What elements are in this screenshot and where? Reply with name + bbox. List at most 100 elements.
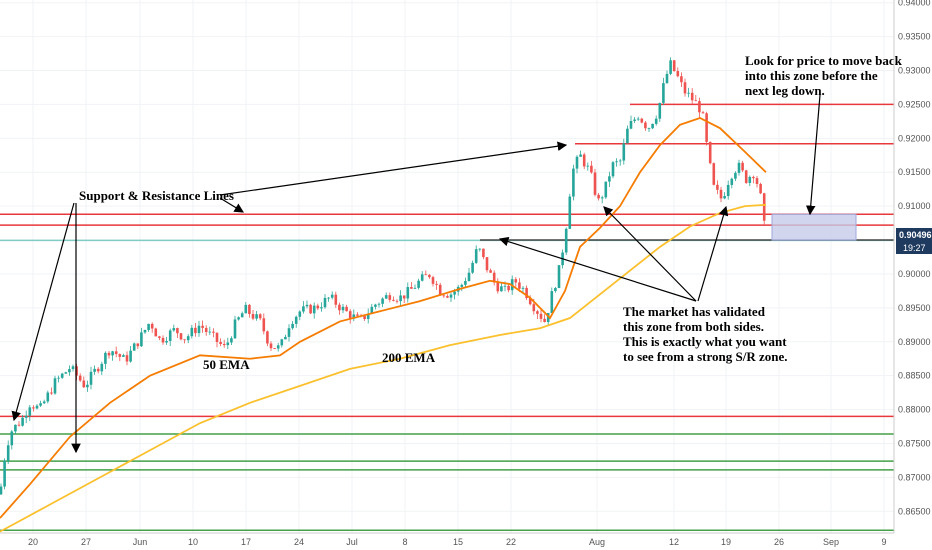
candle-body — [24, 415, 28, 418]
y-tick-label: 0.87500 — [898, 438, 931, 448]
y-axis-ticks: 0.86500 0.87000 0.87500 0.88000 0.88500 0.890… — [898, 0, 931, 516]
y-tick-label: 0.89500 — [898, 303, 931, 313]
candle-body — [363, 316, 366, 320]
candle-body — [374, 304, 377, 307]
annotation-labels: Support & Resistance Lines 50 EMA 200 EM… — [79, 53, 903, 372]
arrow-validated-2 — [603, 206, 697, 302]
candle-body — [327, 297, 330, 299]
candle-body — [618, 160, 622, 162]
candle-body — [431, 277, 435, 284]
candle-body — [658, 102, 662, 119]
candle-body — [514, 279, 518, 283]
y-tick-label: 0.86500 — [898, 506, 931, 516]
candle-body — [294, 316, 298, 324]
candle-body — [503, 285, 507, 287]
candle-body — [186, 336, 190, 341]
candle-body — [759, 183, 762, 194]
candle-body — [82, 380, 86, 388]
current-price-label: 0.90496 — [899, 230, 932, 240]
candle-body — [464, 281, 467, 285]
candle-body — [6, 445, 10, 461]
candle-body — [428, 274, 431, 278]
candle-body — [258, 314, 262, 319]
candle-body — [57, 377, 60, 379]
candle-body — [136, 343, 140, 347]
candle-body — [453, 291, 456, 295]
candle-body — [420, 274, 424, 281]
x-tick-label: 8 — [402, 537, 407, 547]
candle-body — [302, 306, 305, 312]
x-axis-ticks: 20 27 Jun 10 17 24 Jul 8 15 22 Aug 12 19 26 Sep 9 — [28, 537, 887, 547]
candle-body — [183, 339, 186, 341]
candle-body — [734, 172, 737, 179]
lookfor-label-line2: into this zone before the — [745, 68, 878, 83]
validated-label-line2: this zone from both sides. — [623, 319, 764, 334]
candle-body — [719, 189, 723, 199]
candle-body — [496, 282, 500, 292]
axes — [0, 0, 895, 534]
candle-body — [611, 162, 615, 177]
candle-body — [402, 295, 406, 299]
x-tick-label: 26 — [774, 537, 784, 547]
candle-body — [215, 332, 219, 342]
candle-body — [158, 336, 161, 338]
candle-body — [269, 343, 273, 349]
x-tick-label: Sep — [823, 537, 839, 547]
candle-body — [647, 128, 651, 130]
grid — [0, 0, 894, 533]
candle-body — [140, 332, 143, 347]
candle-body — [104, 352, 107, 364]
candle-body — [518, 282, 521, 289]
candle-body — [150, 323, 154, 329]
candle-body — [446, 296, 449, 298]
candle-body — [320, 307, 323, 309]
candle-body — [406, 287, 410, 299]
candle-body — [460, 284, 464, 287]
candle-body — [622, 143, 626, 161]
y-tick-label: 0.93000 — [898, 66, 931, 76]
candle-body — [741, 162, 744, 171]
candle-body — [60, 373, 64, 378]
candle-body — [568, 196, 572, 229]
candle-body — [107, 352, 111, 356]
candle-body — [694, 100, 698, 102]
candle-body — [35, 405, 39, 409]
candle-body — [276, 345, 280, 349]
y-tick-label: 0.90000 — [898, 269, 931, 279]
arrow-sr-to-top — [219, 141, 568, 196]
candle-body — [410, 287, 413, 289]
candle-body — [17, 424, 21, 426]
candle-body — [485, 257, 489, 271]
candle-body — [53, 378, 57, 394]
candle-body — [309, 304, 312, 314]
candle-body — [564, 228, 568, 253]
candle-body — [626, 128, 629, 144]
candle-body — [143, 329, 147, 333]
candle-body — [690, 92, 694, 101]
candle-body — [161, 337, 165, 343]
arrow-sr-to-left — [11, 202, 75, 422]
ema200-label: 200 EMA — [382, 350, 436, 365]
candle-body — [449, 294, 453, 298]
candle-body — [730, 178, 734, 185]
ema-50-line — [0, 117, 767, 519]
candle-body — [114, 351, 118, 355]
candle-body — [230, 338, 233, 343]
candle-body — [68, 369, 71, 373]
candle-body — [582, 154, 586, 167]
arrow-validated-1 — [498, 236, 697, 302]
candle-body — [201, 325, 204, 328]
candle-body — [532, 304, 536, 312]
candle-body — [737, 162, 741, 173]
candle-body — [435, 283, 438, 285]
candle-body — [287, 328, 291, 337]
candle-body — [32, 407, 35, 409]
candle-body — [348, 311, 352, 319]
candle-body — [330, 294, 334, 298]
x-tick-label: 9 — [881, 537, 886, 547]
candle-body — [255, 314, 258, 319]
candle-body — [190, 327, 194, 337]
x-tick-label: 24 — [294, 537, 304, 547]
candle-body — [608, 176, 611, 182]
